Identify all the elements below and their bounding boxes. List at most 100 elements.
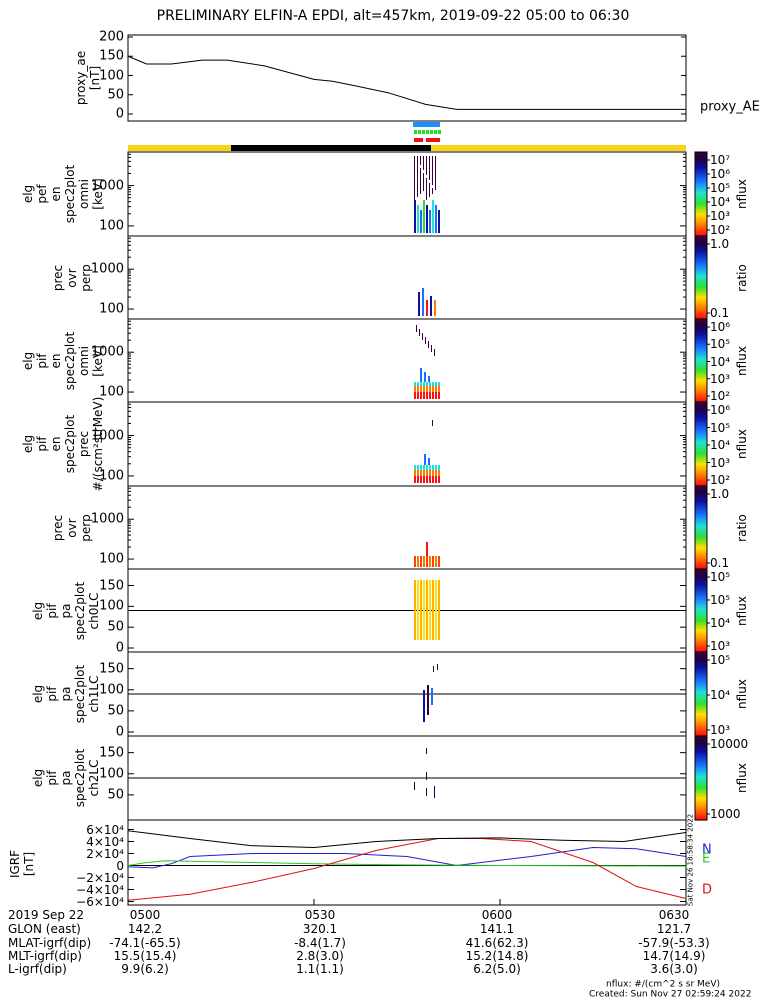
- panel-6-colorbar-cell: [695, 616, 707, 620]
- panel-7-colorbar-cell: [695, 656, 707, 659]
- panel-4-colorbar-cell: [695, 429, 707, 432]
- panel-4-colorbar-cell: [695, 475, 707, 479]
- panel-2-colorbar-cell: [695, 312, 707, 316]
- science-zone-bar-green-seg: [438, 130, 441, 134]
- panel-7-ytick-label: 0: [115, 724, 124, 740]
- panel-5-ylabel-0: prec: [51, 514, 65, 541]
- panel-6-colorbar-cell: [695, 593, 707, 597]
- panel-3-colorbar-cell: [695, 358, 707, 362]
- panel-4-colorbar-cell: [695, 439, 707, 443]
- igrf-ytick-label: −4×10⁴: [76, 882, 124, 897]
- footer-value: 121.7: [656, 922, 692, 936]
- panel-6-colorbar-cell: [695, 620, 707, 624]
- panel-1-ytick-label: 100: [99, 218, 124, 234]
- panel-3-ylabel-5: [keV]: [91, 344, 105, 377]
- panel-3-colorbar-label: 10⁴: [710, 354, 731, 369]
- spectrogram-streak: [420, 476, 422, 483]
- spectrogram-streak: [431, 688, 433, 705]
- panel-1-colorbar-cell: [695, 219, 707, 222]
- science-zone-bar-green-seg: [430, 130, 433, 134]
- igrf-series-total: [127, 830, 687, 849]
- panel-6-colorbar-cell: [695, 639, 707, 643]
- created-note: Created: Sun Nov 27 02:59:24 2022: [589, 989, 752, 1000]
- igrf-series-label: D: [702, 882, 713, 898]
- panel-8-colorbar-cell: [695, 817, 707, 821]
- panel-7-colorbar-cell: [695, 677, 707, 680]
- panel-7-colorbar-cell: [695, 717, 707, 720]
- spectrogram-streak: [420, 210, 422, 233]
- panel-6-colorbar-cell: [695, 600, 707, 603]
- footer-value: 0630: [658, 908, 690, 922]
- panel-4-ytick-label: 1000: [90, 428, 124, 444]
- panel-3-colorbar-cell: [695, 366, 707, 370]
- spectrogram-streak: [424, 454, 426, 465]
- panel-1-colorbar-cell: [695, 187, 707, 191]
- panel-7-colorbar-label: 10³: [710, 723, 731, 737]
- panel-3-colorbar-cell: [695, 331, 707, 335]
- footer-value: 320.1: [302, 922, 338, 936]
- spectrogram-streak: [438, 470, 440, 476]
- panel-5-colorbar-cell: [695, 506, 707, 510]
- panel-6-colorbar-cell: [695, 591, 707, 595]
- panel-4-colorbar-cell: [695, 448, 707, 451]
- panel-5-colorbar-cell: [695, 525, 707, 529]
- panel-1-colorbar-label: 10⁴: [710, 195, 731, 209]
- panel-2-colorbar-cell: [695, 256, 707, 260]
- panel-3-colorbar-cell: [695, 319, 707, 322]
- spectrogram-streak: [426, 470, 428, 476]
- panel-5-colorbar-title: ratio: [735, 513, 749, 542]
- panel-4-colorbar-cell: [695, 450, 707, 453]
- panel-3-colorbar-cell: [695, 383, 707, 386]
- spectrogram-streak: [438, 392, 440, 399]
- ae-ytick-label: 200: [99, 29, 124, 45]
- spectrogram-streak: [414, 465, 416, 470]
- panel-3-colorbar-cell: [695, 321, 707, 324]
- panel-3-colorbar-label: 10³: [710, 371, 731, 386]
- panel-8-colorbar-cell: [695, 757, 707, 760]
- panel-3-colorbar-cell: [695, 343, 707, 347]
- panel-3-colorbar-cell: [695, 381, 707, 384]
- panel-8-ylabel-3: spec2plot: [73, 748, 87, 808]
- panel-2-colorbar-label: 0.1: [710, 306, 730, 320]
- spectrogram-streak: [425, 337, 426, 344]
- spectrogram-streak: [417, 580, 419, 640]
- spectrogram-streak: [430, 296, 432, 316]
- panel-2-colorbar-cell: [695, 304, 707, 308]
- footer-value: -8.4(1.7): [294, 936, 346, 950]
- panel-7-colorbar-cell: [695, 675, 707, 678]
- panel-3-frame: [127, 318, 687, 403]
- panel-7-colorbar-cell: [695, 658, 707, 661]
- panel-7-colorbar-cell: [695, 702, 707, 706]
- footer-row-label: 2019 Sep 22: [8, 908, 85, 922]
- spectrogram-streak: [426, 772, 427, 780]
- panel-8-colorbar-cell: [695, 740, 707, 743]
- panel-6-colorbar-cell: [695, 602, 707, 605]
- panel-4-colorbar-cell: [695, 479, 707, 483]
- science-zone-bar-green-seg: [422, 130, 425, 134]
- panel-2-colorbar-cell: [695, 271, 707, 274]
- run-timestamp-stamp: Sat Nov 26 18:58:34 2022: [686, 813, 695, 907]
- ae-ytick-label: 100: [99, 68, 124, 83]
- spectrogram-streak: [417, 386, 419, 392]
- panel-6-colorbar-cell: [695, 573, 707, 576]
- footer-value: 3.6(3.0): [650, 962, 698, 976]
- footer-value: 15.2(14.8): [465, 949, 529, 963]
- igrf-ylabel-1: [nT]: [22, 851, 36, 877]
- spectrogram-streak: [420, 580, 422, 640]
- panel-6-colorbar-label: 10⁴: [710, 616, 731, 630]
- panel-3-ylabel-0: elg: [21, 351, 35, 370]
- spectrogram-streak: [429, 382, 431, 386]
- panel-3-colorbar-cell: [695, 397, 707, 401]
- panel-4-colorbar-cell: [695, 404, 707, 407]
- panel-3-colorbar-cell: [695, 329, 707, 333]
- igrf-series-e: [127, 860, 687, 867]
- science-zone-bar-blue: [413, 122, 440, 127]
- spectrogram-streak: [420, 386, 422, 392]
- panel-7-colorbar-cell: [695, 710, 707, 714]
- panel-6-colorbar-cell: [695, 614, 707, 618]
- panel-3-colorbar-cell: [695, 379, 707, 382]
- panel-5-colorbar-cell: [695, 556, 707, 560]
- panel-1-colorbar-cell: [695, 196, 707, 199]
- panel-1-colorbar-cell: [695, 168, 707, 172]
- panel-2-colorbar-cell: [695, 265, 707, 268]
